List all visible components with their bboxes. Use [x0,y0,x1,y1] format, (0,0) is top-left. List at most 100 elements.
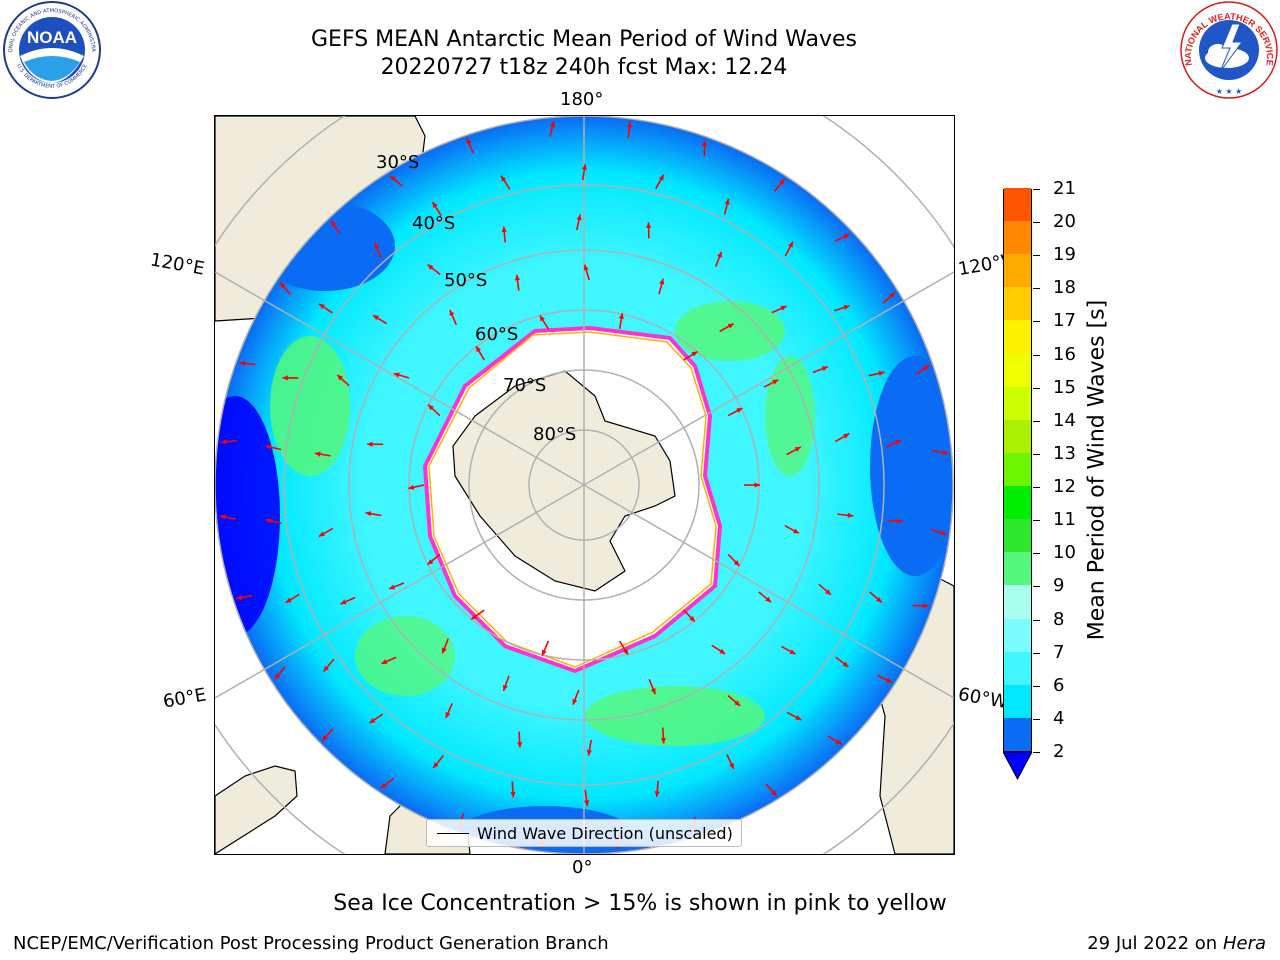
wave-arrow-head [733,560,740,566]
wave-arrow-head [842,661,849,667]
wave-arrow-head [517,742,523,748]
wave-arrow-head [282,375,288,381]
lon-label-120e: 120°E [148,249,207,280]
colorbar-tick-label: 18 [1053,277,1076,299]
colorbar-tick-mark [1033,685,1040,687]
colorbar-segment [1004,485,1031,520]
wave-arrow-head [835,739,842,745]
lat-label-80s: 80°S [533,424,577,445]
wave-arrow-head [825,589,831,595]
colorbar-segment [1004,386,1031,420]
map-subtitle: 20220727 t18z 240h fcst Max: 12.24 [380,55,788,80]
noaa-logo-text: NOAA [27,28,77,47]
wave-arrow-head [372,315,379,321]
colorbar-tick-mark [1033,586,1040,588]
wave-arrow-head [427,264,434,270]
footer-date-text: 29 Jul 2022 on [1087,933,1223,954]
colorbar-segment [1004,584,1031,619]
wave-arrow-head [502,684,508,691]
colorbar-segment [1004,419,1031,453]
wave-arrow-head [622,648,628,655]
wave-arrow-head [691,351,698,357]
colorbar-tick-mark [1033,652,1040,654]
wave-arrow-head [581,164,587,170]
wave-arrow-head [889,292,895,298]
wave-arrow-head [514,274,521,281]
wave-arrow-head [330,220,337,227]
wave-arrow-head [323,665,329,672]
footer-machine: Hera [1222,933,1266,954]
wave-arrow-head [322,734,328,741]
lat-label-30s: 30°S [376,152,420,173]
wave-arrow-head [771,790,777,796]
wave-arrow-head [940,530,947,536]
colorbar-tick-label: 13 [1053,442,1076,464]
colorbar-tick-label: 15 [1053,376,1076,398]
wave-arrow-head [794,446,801,452]
colorbar-tick-mark [1033,718,1040,720]
colorbar-tick-mark [1033,189,1040,190]
wave-arrow-head [445,711,451,718]
polar-map [215,116,954,854]
wave-arrow-head [314,451,321,457]
wave-period-patch [355,616,455,696]
wave-arrow-head [658,174,664,181]
wave-arrow-head [337,374,344,381]
wave-arrow-head [689,615,695,622]
colorbar-tick-label: 7 [1053,641,1065,663]
wave-arrow-head [586,749,592,756]
wave-arrow-head [367,441,373,447]
colorbar-tick-label: 21 [1053,178,1076,199]
wave-arrow-head [365,511,372,517]
colorbar-segment [1004,253,1031,288]
wave-arrow-head [265,444,272,450]
wave-arrow-head [265,518,272,524]
wave-arrow-head [779,178,785,185]
colorbar-segment [1004,618,1031,652]
wave-period-patch [765,356,815,476]
wave-arrow-head [788,241,793,248]
wave-arrow-head [408,484,415,490]
wave-arrow-head [717,251,722,258]
wave-arrow-head [220,439,227,445]
colorbar-under-triangle [1003,752,1032,780]
colorbar-tick-label: 19 [1053,244,1076,266]
wave-arrow-head [719,648,726,654]
wave-arrow-head [280,282,286,289]
wave-arrow-head [239,360,246,366]
wave-arrow-head [539,315,545,322]
colorbar-segment [1004,651,1031,685]
colorbar-segment [1004,319,1031,354]
wave-arrow-head [374,242,380,249]
sea-ice-note: Sea Ice Concentration > 15% is shown in … [333,891,947,916]
wave-arrow-head [789,649,796,655]
colorbar-tick-label: 6 [1053,674,1065,696]
wave-arrow-head [765,596,772,603]
colorbar-tick-label: 20 [1053,211,1076,233]
legend-label: Wind Wave Direction (unscaled) [477,823,733,843]
wave-arrow-head [572,698,578,705]
wave-arrow-head [427,559,434,565]
wave-arrow-head [285,597,292,603]
wave-arrow-head [466,138,472,145]
map-legend: Wind Wave Direction (unscaled) [426,819,742,847]
colorbar-tick-label: 12 [1053,476,1076,498]
colorbar-tick-mark [1033,255,1040,257]
colorbar-tick-mark [1033,321,1040,323]
wave-period-patch [270,336,350,476]
colorbar-segment [1004,551,1031,586]
wave-arrow-head [736,408,743,413]
colorbar-tick-mark [1033,288,1040,290]
wave-arrow-head [389,584,396,590]
legend-line-swatch [437,832,469,834]
colorbar-tick-mark [1033,487,1040,489]
colorbar-segment [1004,187,1031,222]
lon-label-180: 180° [560,89,604,110]
wave-arrow-head [942,449,949,456]
colorbar-tick-mark [1033,619,1040,621]
colorbar-tick-label: 4 [1053,707,1065,729]
footer-date: 29 Jul 2022 on Hera [1087,933,1266,954]
colorbar-label: Mean Period of Wind Waves [s] [1084,299,1110,641]
wave-arrow-head [381,659,388,664]
wave-arrow-head [795,715,802,721]
